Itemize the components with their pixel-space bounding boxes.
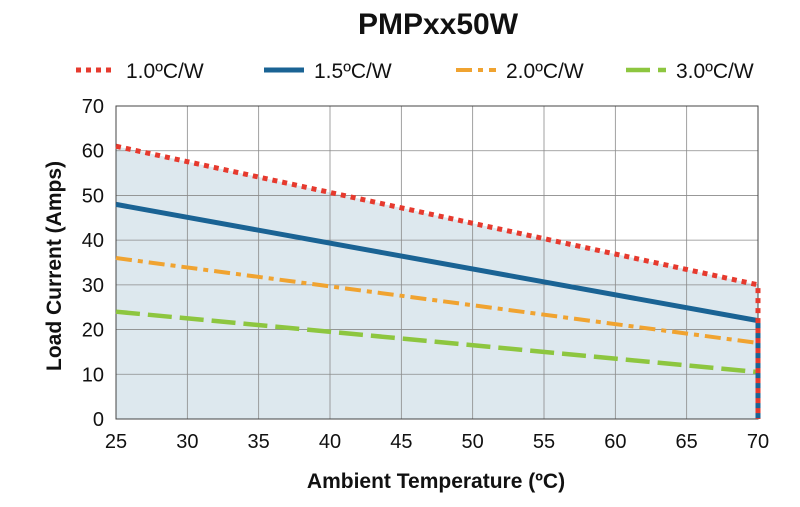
plot-area: [115, 105, 761, 420]
x-tick-label: 30: [176, 431, 198, 453]
y-tick-label: 60: [82, 141, 104, 163]
x-tick-label: 65: [676, 431, 698, 453]
x-tick-label: 25: [105, 431, 127, 453]
legend: 1.0ºC/W 1.5ºC/W 2.0ºC/W 3.0ºC/W: [76, 60, 754, 83]
y-axis-label: Load Current (Amps): [43, 161, 66, 371]
y-tick-label: 70: [82, 96, 104, 118]
plot-frame: [115, 105, 759, 420]
x-tick-label: 45: [390, 431, 412, 453]
legend-label: 1.5ºC/W: [314, 60, 392, 83]
x-tick-label: 55: [533, 431, 555, 453]
x-tick-label: 50: [462, 431, 484, 453]
x-tick-label: 40: [319, 431, 341, 453]
x-tick-label: 70: [747, 431, 769, 453]
fill-area: [116, 146, 758, 419]
x-axis-ticks: 25 30 35 40 45 50 55 60 65 70: [105, 431, 769, 453]
y-tick-label: 0: [93, 409, 104, 431]
y-tick-label: 50: [82, 185, 104, 207]
y-tick-label: 40: [82, 230, 104, 252]
legend-label: 3.0ºC/W: [676, 60, 754, 83]
legend-label: 1.0ºC/W: [126, 60, 204, 83]
y-tick-label: 10: [82, 364, 104, 386]
legend-label: 2.0ºC/W: [506, 60, 584, 83]
y-tick-label: 20: [82, 320, 104, 342]
x-tick-label: 35: [248, 431, 270, 453]
x-tick-label: 60: [604, 431, 626, 453]
y-axis-ticks: 0 10 20 30 40 50 60 70: [82, 96, 104, 431]
y-tick-label: 30: [82, 275, 104, 297]
x-axis-label: Ambient Temperature (ºC): [307, 470, 565, 493]
chart-title: PMPxx50W: [358, 8, 519, 41]
